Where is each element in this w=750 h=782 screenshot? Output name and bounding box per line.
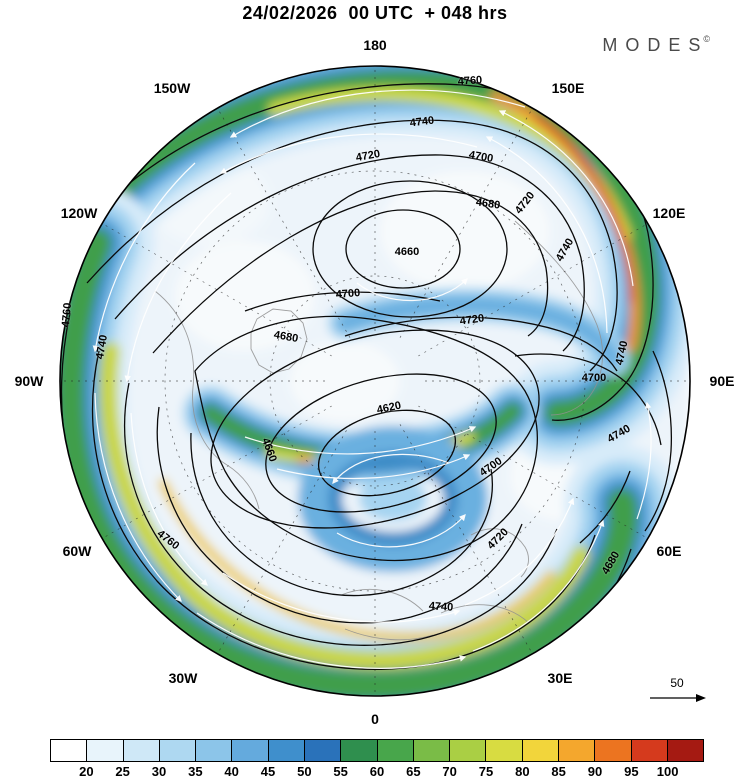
weather-map-canvas (59, 65, 691, 697)
streamlines (92, 89, 652, 669)
colorbar-cell (51, 740, 88, 761)
colorbar-cell (304, 740, 342, 761)
lon-label-0: 0 (371, 711, 379, 727)
lon-label-150e: 150E (551, 80, 585, 96)
colorbar-tick: 30 (151, 764, 167, 779)
lon-label-150w: 150W (153, 80, 191, 96)
page-title: 24/02/2026 00 UTC + 048 hrs (242, 3, 508, 23)
colorbar-cell (123, 740, 160, 761)
colorbar-cell (413, 740, 451, 761)
lon-label-60e: 60E (656, 543, 682, 559)
lon-label-30w: 30W (168, 670, 198, 686)
colorbar-tick: 50 (297, 764, 312, 779)
colorbar-tick: 55 (333, 764, 348, 779)
colorbar-cell (87, 740, 124, 761)
colorbar (50, 739, 704, 762)
lon-label-30e: 30E (547, 670, 573, 686)
colorbar-cell (522, 740, 559, 761)
colorbar-tick: 60 (369, 764, 385, 779)
colorbar-cell (631, 740, 668, 761)
graticule (60, 66, 690, 696)
colorbar-cell (232, 740, 269, 761)
colorbar-tick: 65 (406, 764, 421, 779)
colorbar-cell (450, 740, 487, 761)
modes-logo-text: MODES (602, 35, 709, 55)
colorbar-cell (377, 740, 414, 761)
colorbar-tick: 100 (656, 764, 679, 779)
colorbar-tick: 20 (79, 764, 94, 779)
wind-reference: 50 (648, 676, 706, 709)
colorbar-tick: 35 (188, 764, 203, 779)
map-boundary (59, 65, 691, 697)
copyright-mark: © (703, 34, 710, 44)
colorbar-cell (159, 740, 197, 761)
colorbar-tick: 90 (587, 764, 603, 779)
colorbar-cell (196, 740, 233, 761)
colorbar-tick: 95 (624, 764, 639, 779)
colorbar-tick: 40 (224, 764, 239, 779)
colorbar-tick: 80 (515, 764, 530, 779)
lon-label-120w: 120W (60, 205, 98, 221)
modes-logo: MODES© (602, 34, 710, 56)
colorbar-tick: 85 (551, 764, 566, 779)
lon-label-180: 180 (363, 37, 387, 53)
lon-label-90e: 90E (709, 373, 735, 389)
wind-reference-arrow-icon (650, 694, 706, 702)
colorbar-ticks: 20 25 30 35 40 45 50 55 60 65 70 75 80 85 90 95 100 (50, 764, 704, 782)
colorbar-tick: 45 (260, 764, 276, 779)
colorbar-cell (558, 740, 596, 761)
map-area (45, 51, 705, 711)
colorbar-tick: 75 (478, 764, 494, 779)
colorbar-cell (595, 740, 632, 761)
colorbar-cell (486, 740, 523, 761)
coastlines (154, 220, 603, 641)
lon-label-90w: 90W (14, 373, 44, 389)
colorbar-cell (268, 740, 305, 761)
lon-label-120e: 120E (652, 205, 686, 221)
colorbar-cell (341, 740, 378, 761)
colorbar-cell (667, 740, 704, 761)
colorbar-tick: 25 (115, 764, 130, 779)
lon-label-60w: 60W (62, 543, 92, 559)
wind-reference-value: 50 (670, 676, 684, 690)
colorbar-tick: 70 (442, 764, 457, 779)
